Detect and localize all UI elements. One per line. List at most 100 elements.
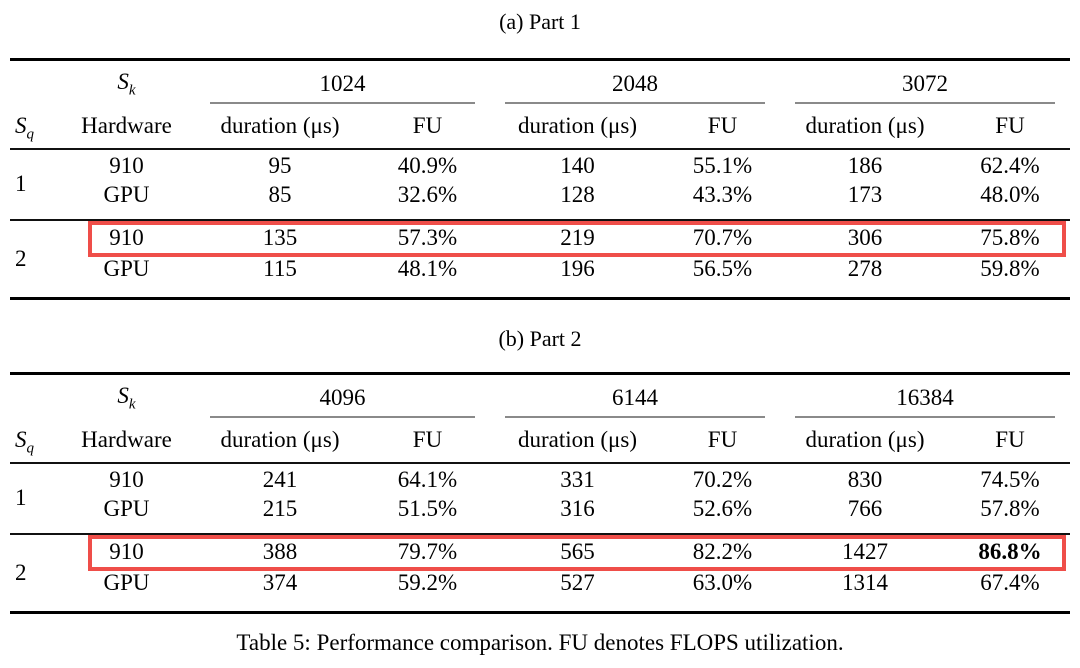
header-sk-value-16384: 16384 bbox=[780, 374, 1070, 418]
header-duration-cell: duration (μs) bbox=[490, 417, 665, 464]
header-duration-cell: duration (μs) bbox=[195, 103, 365, 150]
cell-hardware: GPU bbox=[103, 495, 150, 521]
cell-fu: 70.7% bbox=[665, 218, 780, 256]
cell-duration: 278 bbox=[847, 255, 883, 281]
table-part-1-container: Sk 1024 2048 3072 Sq Hardware duration (μs) FU d… bbox=[10, 58, 1070, 300]
header-duration-cell: duration (μs) bbox=[780, 417, 950, 464]
sk-value-label: 1024 bbox=[319, 71, 366, 96]
header-fu-cell: FU bbox=[665, 103, 780, 150]
cell-duration: 1427 bbox=[780, 532, 950, 570]
performance-table: Sk 1024 2048 3072 Sq Hardware duration (μs) FU d… bbox=[10, 58, 1070, 300]
cell-duration: 1314 bbox=[842, 569, 888, 595]
header-sq-cell: Sq bbox=[10, 103, 58, 150]
cell-hardware: GPU bbox=[103, 569, 150, 595]
cell-duration: 85 bbox=[268, 181, 292, 207]
cell-duration: 219 bbox=[490, 218, 665, 256]
cell-fu: 32.6% bbox=[397, 181, 458, 207]
sq-symbol-base: S bbox=[15, 426, 27, 452]
cell-duration: 115 bbox=[263, 255, 297, 281]
group-underline bbox=[210, 101, 475, 104]
cell-fu: 56.5% bbox=[692, 255, 753, 281]
cell-fu: 55.1% bbox=[692, 152, 753, 178]
cell-duration: 196 bbox=[560, 255, 595, 281]
cell-sq: 2 bbox=[10, 218, 58, 299]
cell-sq: 2 bbox=[10, 532, 58, 613]
table-row: GPU 115 48.1% 196 56.5% 278 59.8% bbox=[10, 256, 1070, 299]
table-caption: Table 5: Performance comparison. FU deno… bbox=[236, 630, 844, 655]
header-empty-cell bbox=[10, 60, 58, 104]
cell-fu: 43.3% bbox=[692, 181, 753, 207]
sk-symbol-subscript: k bbox=[128, 396, 136, 413]
cell-duration: 215 bbox=[262, 495, 298, 521]
cell-fu: 52.6% bbox=[692, 495, 753, 521]
cell-hardware: 910 bbox=[58, 218, 195, 256]
cell-duration: 186 bbox=[847, 152, 883, 178]
cell-duration: 128 bbox=[560, 181, 595, 207]
subcaption-part-1: (a) Part 1 bbox=[499, 9, 581, 34]
header-duration-cell: duration (μs) bbox=[780, 103, 950, 150]
sk-symbol-subscript: k bbox=[128, 82, 136, 99]
sq-symbol-base: S bbox=[15, 112, 27, 138]
cell-fu: 57.3% bbox=[365, 218, 490, 256]
group-underline bbox=[505, 101, 765, 104]
header-fu-cell: FU bbox=[365, 103, 490, 150]
cell-duration: 140 bbox=[560, 152, 595, 178]
header-sk-cell: Sk bbox=[58, 60, 195, 104]
cell-duration: 766 bbox=[847, 495, 883, 521]
cell-fu: 79.7% bbox=[365, 532, 490, 570]
cell-fu: 74.5% bbox=[980, 466, 1040, 492]
header-duration-cell: duration (μs) bbox=[195, 417, 365, 464]
header-fu-cell: FU bbox=[365, 417, 490, 464]
subcaption-part-2: (b) Part 2 bbox=[498, 326, 582, 351]
cell-fu: 48.0% bbox=[980, 181, 1040, 207]
table-row: 1 910 241 64.1% 331 70.2% 830 74.5% bbox=[10, 463, 1070, 511]
sk-value-label: 3072 bbox=[902, 71, 948, 96]
cell-duration: 830 bbox=[847, 466, 883, 492]
sq-symbol-subscript: q bbox=[26, 126, 35, 143]
sq-symbol: Sq bbox=[15, 426, 34, 456]
cell-fu: 86.8% bbox=[950, 532, 1070, 570]
header-sk-value-6144: 6144 bbox=[490, 374, 780, 418]
cell-fu: 57.8% bbox=[980, 495, 1040, 521]
header-hardware-cell: Hardware bbox=[58, 103, 195, 150]
cell-sq: 1 bbox=[15, 485, 27, 510]
cell-duration: 306 bbox=[780, 218, 950, 256]
header-fu-cell: FU bbox=[665, 417, 780, 464]
cell-duration: 374 bbox=[262, 569, 298, 595]
table-row: 1 910 95 40.9% 140 55.1% 186 62.4% bbox=[10, 149, 1070, 197]
group-underline bbox=[795, 101, 1055, 104]
header-sq-cell: Sq bbox=[10, 417, 58, 464]
cell-duration: 527 bbox=[560, 569, 595, 595]
cell-fu: 67.4% bbox=[980, 569, 1040, 595]
header-row-columns: Sq Hardware duration (μs) FU duration (μs) FU… bbox=[10, 103, 1070, 150]
cell-hardware: 910 bbox=[109, 466, 144, 492]
header-row-sk: Sk 4096 6144 16384 bbox=[10, 374, 1070, 418]
header-row-columns: Sq Hardware duration (μs) FU duration (μs) FU… bbox=[10, 417, 1070, 464]
header-sk-value-3072: 3072 bbox=[780, 60, 1070, 104]
cell-hardware: 910 bbox=[58, 532, 195, 570]
sk-symbol: Sk bbox=[117, 383, 135, 412]
table-row: GPU 215 51.5% 316 52.6% 766 57.8% bbox=[10, 496, 1070, 534]
sk-symbol: Sk bbox=[117, 69, 135, 98]
table-row: GPU 85 32.6% 128 43.3% 173 48.0% bbox=[10, 182, 1070, 220]
header-sk-value-1024: 1024 bbox=[195, 60, 490, 104]
sk-value-label: 4096 bbox=[319, 385, 366, 410]
sq-symbol: Sq bbox=[15, 112, 34, 142]
cell-duration: 95 bbox=[268, 152, 292, 178]
cell-duration: 173 bbox=[847, 181, 883, 207]
performance-table: Sk 4096 6144 16384 Sq Hardware duration (μs) FU… bbox=[10, 372, 1070, 614]
cell-hardware: GPU bbox=[103, 255, 150, 281]
header-sk-cell: Sk bbox=[58, 374, 195, 418]
cell-fu: 48.1% bbox=[397, 255, 458, 281]
cell-fu: 51.5% bbox=[397, 495, 458, 521]
header-sk-value-2048: 2048 bbox=[490, 60, 780, 104]
sk-value-label: 16384 bbox=[896, 385, 954, 410]
cell-fu: 70.2% bbox=[692, 466, 753, 492]
group-underline bbox=[795, 415, 1055, 418]
group-underline bbox=[505, 415, 765, 418]
sk-value-label: 2048 bbox=[612, 71, 658, 96]
header-empty-cell bbox=[10, 374, 58, 418]
sk-symbol-base: S bbox=[117, 69, 129, 95]
cell-sq: 1 bbox=[15, 171, 27, 196]
